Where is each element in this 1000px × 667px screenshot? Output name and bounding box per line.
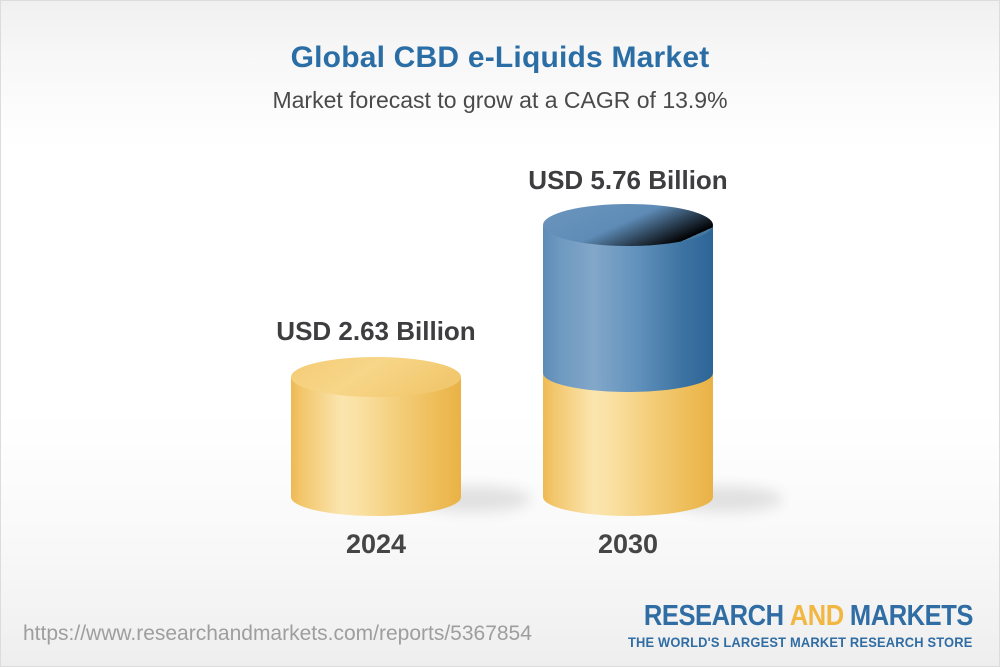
bar-2030-base-segment <box>543 371 713 516</box>
page-title: Global CBD e-Liquids Market <box>290 41 710 74</box>
researchandmarkets-logo: RESEARCH AND MARKETS THE WORLD'S LARGEST M… <box>598 600 974 650</box>
bar-2030-top-cap <box>543 204 713 246</box>
report-url: https://www.researchandmarkets.com/repor… <box>23 622 532 645</box>
bar-2024-body <box>291 377 461 516</box>
logo-wordmark: RESEARCH AND MARKETS <box>643 600 974 632</box>
logo-word-and: AND <box>789 600 844 632</box>
value-label-2030: USD 5.76 Billion <box>528 165 728 195</box>
bar-2024-top-cap <box>291 357 461 397</box>
logo-word-research: RESEARCH <box>643 600 784 632</box>
logo-word-markets: MARKETS <box>849 600 974 632</box>
value-label-2024: USD 2.63 Billion <box>276 316 476 346</box>
bar-2030-cylinder <box>543 204 713 516</box>
chart-subtitle: Market forecast to grow at a CAGR of 13.… <box>272 87 728 113</box>
category-label-2030: 2030 <box>597 529 659 559</box>
logo-tagline: THE WORLD'S LARGEST MARKET RESEARCH STOR… <box>628 634 973 650</box>
category-label-2024: 2024 <box>345 529 407 559</box>
bar-2030-growth-segment <box>543 225 713 392</box>
bar-2024-cylinder <box>291 357 461 516</box>
